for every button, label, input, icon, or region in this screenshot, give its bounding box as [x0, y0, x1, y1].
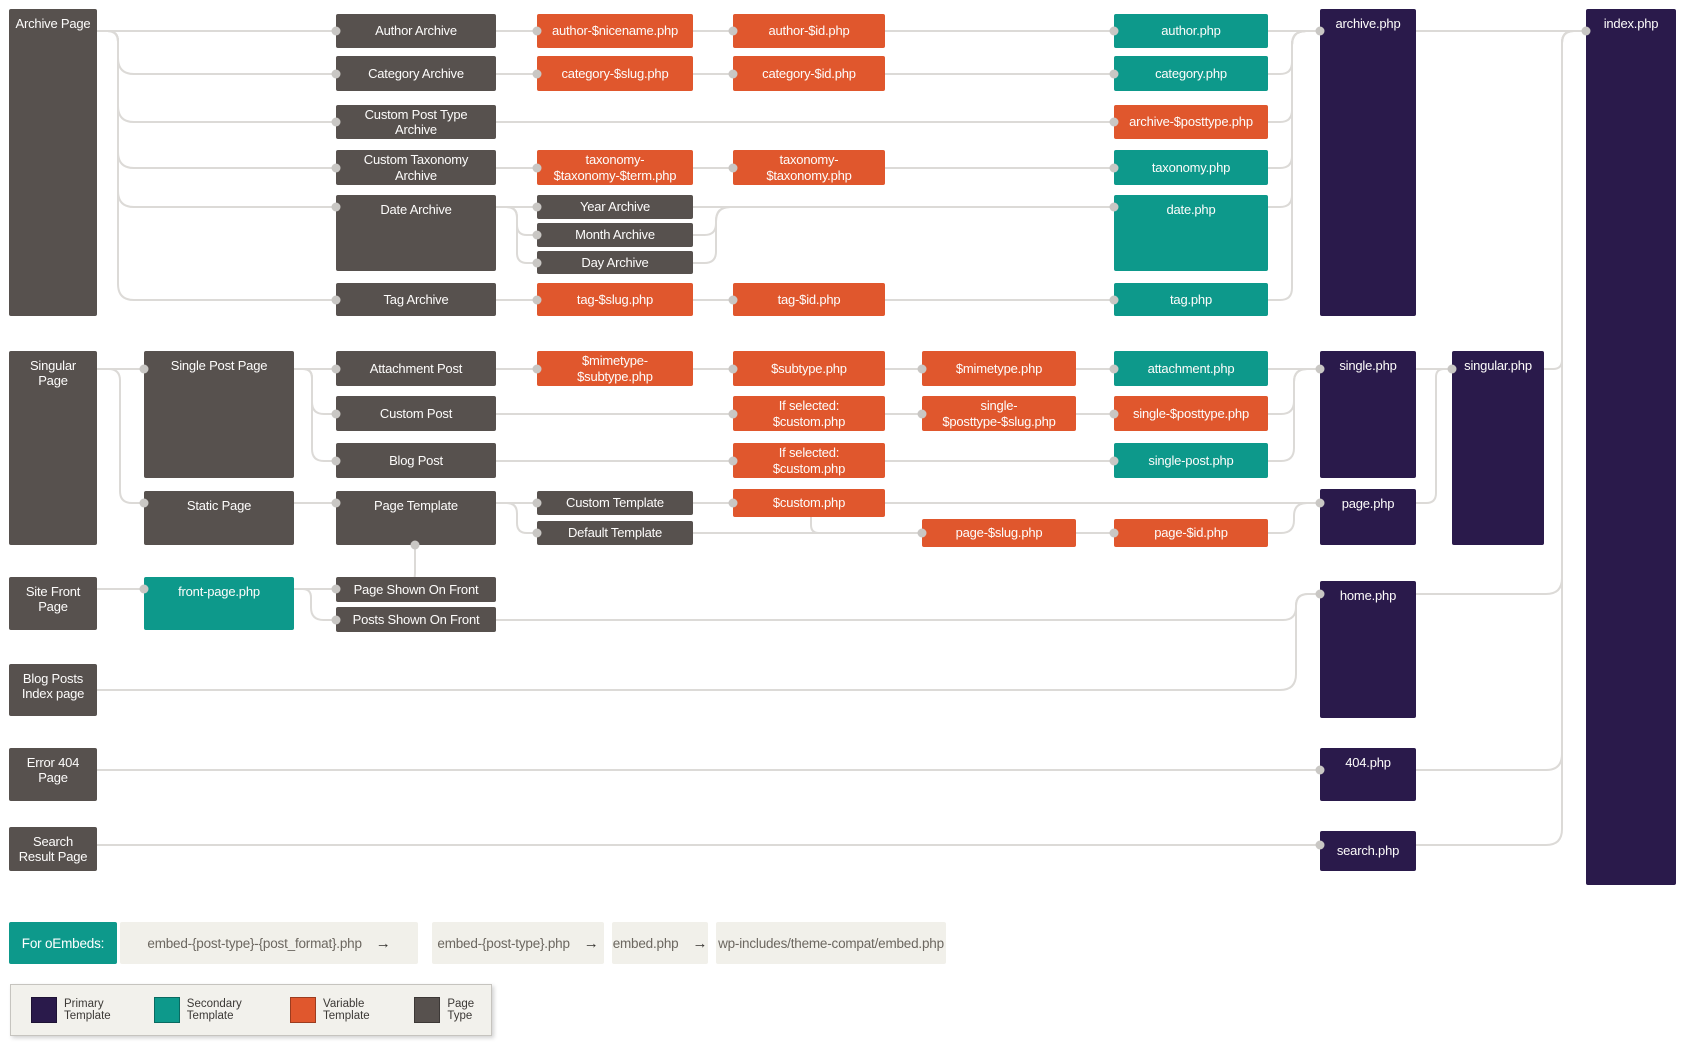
- node-author-id-php: author-$id.php: [733, 14, 885, 48]
- node-custom-post: Custom Post: [336, 396, 496, 431]
- arrow-right-icon: →: [583, 934, 599, 952]
- node-archive-page: Archive Page: [9, 9, 97, 316]
- node-tag-slug-php: tag-$slug.php: [537, 283, 693, 316]
- node-tag-id-php: tag-$id.php: [733, 283, 885, 316]
- node-site-front-page: Site Front Page: [9, 577, 97, 630]
- node-error-404-php: 404.php: [1320, 748, 1416, 801]
- node-search-result-page: Search Result Page: [9, 827, 97, 871]
- legend-item-variable: Variable Template: [290, 997, 398, 1023]
- node-month-archive: Month Archive: [537, 223, 693, 247]
- legend-label-secondary: Secondary Template: [186, 998, 242, 1022]
- node-category-id-php: category-$id.php: [733, 56, 885, 91]
- node-singular-php: singular.php: [1452, 351, 1544, 545]
- node-single-post-page: Single Post Page: [144, 351, 294, 478]
- node-archive-posttype-php: archive-$posttype.php: [1114, 105, 1268, 139]
- legend-item-secondary: Secondary Template: [153, 997, 274, 1023]
- embed-step-1: embed-{post-type}-{post_format}.php →: [120, 922, 418, 964]
- legend-swatch-primary-icon: [31, 997, 57, 1023]
- node-date-archive: Date Archive: [336, 195, 496, 271]
- node-day-archive: Day Archive: [537, 251, 693, 274]
- node-error-404-page: Error 404 Page: [9, 748, 97, 801]
- node-taxonomy-php: taxonomy.php: [1114, 150, 1268, 185]
- node-mimetype-php: $mimetype.php: [922, 351, 1076, 386]
- node-subtype-php: $subtype.php: [733, 351, 885, 386]
- node-single-posttype-slug-php: single- $posttype-$slug.php: [922, 396, 1076, 431]
- node-archive-php: archive.php: [1320, 9, 1416, 316]
- embed-step-1-label: embed-{post-type}-{post_format}.php: [147, 935, 362, 951]
- node-mimetype-subtype-php: $mimetype- $subtype.php: [537, 351, 693, 386]
- node-category-archive: Category Archive: [336, 56, 496, 91]
- legend-swatch-secondary-icon: [153, 997, 180, 1023]
- node-author-nicename-php: author-$nicename.php: [537, 14, 693, 48]
- embed-step-3-label: embed.php: [612, 935, 679, 951]
- arrow-right-icon: →: [692, 934, 708, 952]
- node-taxonomy-taxonomy-php: taxonomy- $taxonomy.php: [733, 150, 885, 185]
- legend-swatch-variable-icon: [290, 997, 317, 1023]
- legend: Primary Template Secondary Template Vari…: [10, 984, 492, 1036]
- node-page-template: Page Template: [336, 491, 496, 545]
- node-custom-taxonomy-archive: Custom Taxonomy Archive: [336, 150, 496, 185]
- node-category-slug-php: category-$slug.php: [537, 56, 693, 91]
- node-page-php: page.php: [1320, 489, 1416, 545]
- node-custom-post-type-archive: Custom Post Type Archive: [336, 105, 496, 139]
- legend-label-pagetype: Page Type: [447, 998, 475, 1022]
- node-index-php: index.php: [1586, 9, 1676, 885]
- embed-step-2: embed-{post-type}.php →: [432, 922, 604, 964]
- node-attachment-post: Attachment Post: [336, 351, 496, 386]
- node-singular-page: Singular Page: [9, 351, 97, 545]
- embed-step-4: wp-includes/theme-compat/embed.php: [716, 922, 946, 964]
- legend-swatch-pagetype-icon: [414, 997, 441, 1023]
- node-if-selected-custom-php-2: If selected: $custom.php: [733, 443, 885, 478]
- node-custom-php: $custom.php: [733, 489, 885, 517]
- node-tag-php: tag.php: [1114, 283, 1268, 316]
- oembeds-intro-label: For oEmbeds:: [21, 935, 105, 951]
- node-posts-shown-on-front: Posts Shown On Front: [336, 607, 496, 632]
- node-single-posttype-php: single-$posttype.php: [1114, 396, 1268, 431]
- node-custom-template: Custom Template: [537, 491, 693, 515]
- arrow-right-icon: →: [375, 934, 391, 952]
- node-year-archive: Year Archive: [537, 195, 693, 219]
- node-if-selected-custom-php-1: If selected: $custom.php: [733, 396, 885, 431]
- legend-label-primary: Primary Template: [64, 998, 111, 1022]
- oembeds-intro-box: For oEmbeds:: [9, 922, 117, 964]
- node-front-page-php: front-page.php: [144, 577, 294, 630]
- node-blog-post: Blog Post: [336, 443, 496, 478]
- node-attachment-php: attachment.php: [1114, 351, 1268, 386]
- legend-label-variable: Variable Template: [323, 998, 370, 1022]
- node-tag-archive: Tag Archive: [336, 283, 496, 316]
- node-blog-posts-index-page: Blog Posts Index page: [9, 664, 97, 716]
- node-author-php: author.php: [1114, 14, 1268, 48]
- node-single-post-php: single-post.php: [1114, 443, 1268, 478]
- embed-step-4-label: wp-includes/theme-compat/embed.php: [718, 935, 944, 951]
- node-page-shown-on-front: Page Shown On Front: [336, 577, 496, 602]
- node-default-template: Default Template: [537, 521, 693, 545]
- node-taxonomy-taxonomy-term-php: taxonomy- $taxonomy-$term.php: [537, 150, 693, 185]
- legend-item-pagetype: Page Type: [414, 997, 491, 1023]
- node-search-php: search.php: [1320, 831, 1416, 871]
- node-single-php: single.php: [1320, 351, 1416, 478]
- node-home-php: home.php: [1320, 581, 1416, 718]
- node-date-php: date.php: [1114, 195, 1268, 271]
- node-page-slug-php: page-$slug.php: [922, 519, 1076, 547]
- node-static-page: Static Page: [144, 491, 294, 545]
- legend-item-primary: Primary Template: [31, 997, 138, 1023]
- node-page-id-php: page-$id.php: [1114, 519, 1268, 547]
- node-author-archive: Author Archive: [336, 14, 496, 48]
- embed-step-2-label: embed-{post-type}.php: [437, 935, 570, 951]
- node-category-php: category.php: [1114, 56, 1268, 91]
- embed-step-3: embed.php →: [612, 922, 708, 964]
